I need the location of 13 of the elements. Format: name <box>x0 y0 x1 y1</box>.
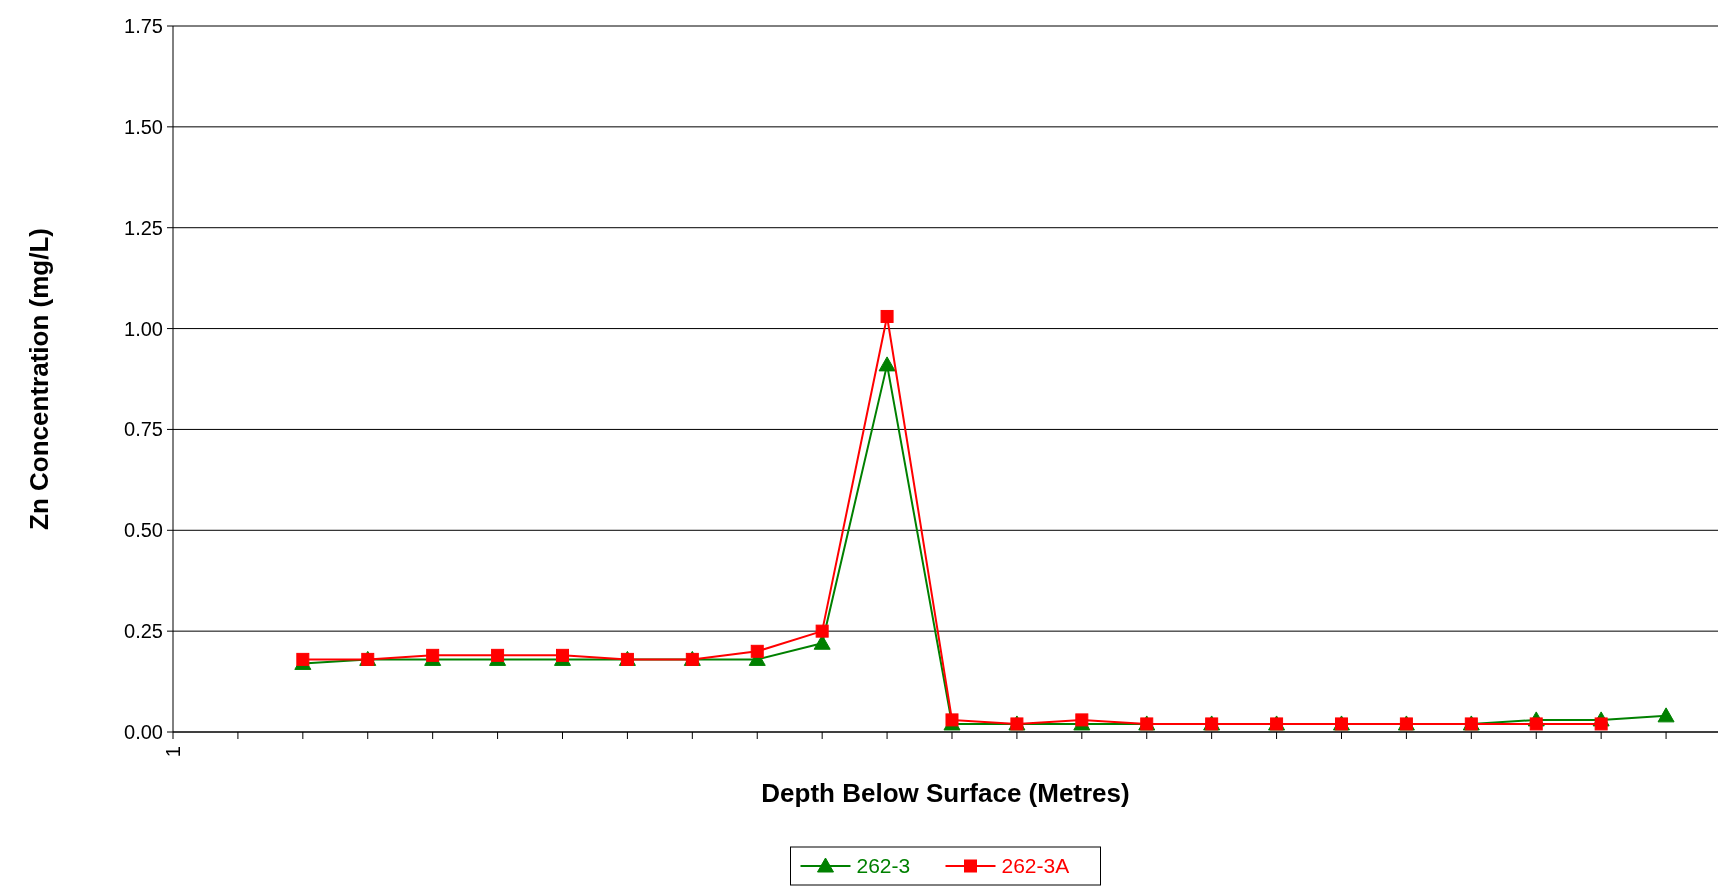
y-tick-label: 1.00 <box>124 317 163 340</box>
x-tick-label: 1 <box>162 746 184 758</box>
y-tick-label: 1.50 <box>124 115 163 138</box>
legend-label: 262-3A <box>1001 854 1070 878</box>
y-tick-label: 0.25 <box>124 620 163 643</box>
y-axis-title: Zn Concentration (mg/L) <box>24 228 54 530</box>
y-tick-label: 0.00 <box>124 721 163 743</box>
x-axis-title: Depth Below Surface (Metres) <box>761 778 1130 808</box>
legend-label: 262-3 <box>856 854 911 878</box>
y-tick-label: 0.50 <box>124 519 163 542</box>
y-tick-label: 1.75 <box>124 15 163 37</box>
y-tick-label: 1.25 <box>124 216 163 239</box>
y-tick-label: 0.75 <box>124 418 163 441</box>
